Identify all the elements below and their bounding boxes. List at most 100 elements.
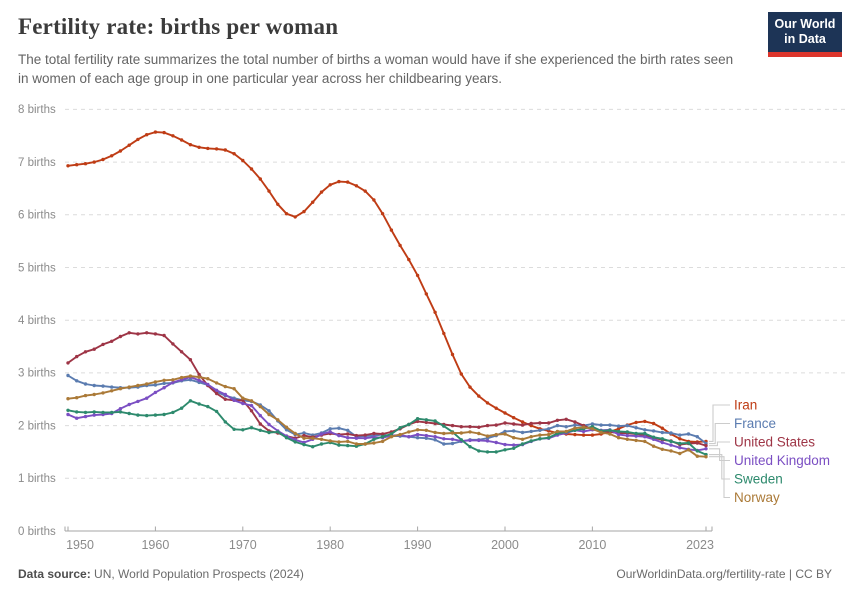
data-point: [145, 331, 149, 335]
data-point: [643, 439, 647, 444]
data-point: [162, 333, 166, 338]
data-point: [75, 379, 79, 383]
data-point: [75, 410, 79, 414]
data-point: [372, 198, 376, 202]
data-point: [75, 354, 79, 359]
data-point: [695, 454, 699, 458]
data-point: [704, 455, 708, 459]
data-source-value: UN, World Population Prospects (2024): [90, 567, 304, 581]
legend-label-sweden[interactable]: Sweden: [734, 472, 783, 487]
data-point: [616, 424, 621, 428]
data-point: [337, 443, 341, 447]
data-point: [249, 409, 254, 413]
data-point: [424, 428, 428, 432]
data-point: [232, 387, 236, 391]
data-point: [101, 410, 105, 415]
data-point: [363, 433, 367, 437]
data-point: [389, 432, 394, 436]
data-point: [110, 410, 114, 415]
data-point: [686, 441, 691, 445]
data-point: [477, 425, 481, 429]
data-point: [83, 393, 88, 398]
data-point: [442, 424, 446, 428]
legend-connector-iran: [709, 404, 730, 442]
data-point: [66, 164, 70, 168]
data-point: [634, 426, 638, 430]
data-point: [179, 138, 184, 142]
data-point: [162, 130, 166, 135]
data-point: [267, 422, 271, 427]
data-point: [118, 334, 123, 339]
data-point: [188, 143, 193, 147]
y-tick-label-8: 8 births: [18, 104, 56, 116]
data-point: [450, 437, 455, 441]
data-point: [380, 212, 385, 216]
data-point: [616, 436, 621, 440]
data-point: [547, 427, 551, 431]
legend-label-united-states[interactable]: United States: [734, 435, 815, 450]
data-point: [258, 413, 262, 418]
x-tick-label-1950: 1950: [66, 538, 94, 552]
legend-label-iran[interactable]: Iran: [734, 398, 757, 413]
data-point: [442, 431, 446, 436]
data-point: [319, 437, 324, 441]
data-point: [459, 438, 463, 442]
data-point: [223, 420, 227, 424]
series-line-iran[interactable]: [67, 131, 707, 443]
data-point: [232, 152, 236, 156]
data-point: [450, 423, 455, 428]
legend-label-united-kingdom[interactable]: United Kingdom: [734, 453, 830, 468]
data-point: [433, 310, 437, 314]
data-point: [660, 430, 664, 435]
owid-logo-line2: in Data: [784, 32, 826, 46]
data-point: [599, 430, 603, 435]
data-point: [485, 401, 490, 405]
data-point: [162, 381, 166, 386]
data-point: [459, 431, 463, 435]
data-source-label: Data source:: [18, 567, 91, 581]
data-point: [83, 410, 88, 415]
data-point: [555, 418, 560, 422]
data-point: [153, 380, 158, 384]
data-point: [415, 436, 420, 440]
x-tick-label-2000: 2000: [491, 538, 519, 552]
owid-logo[interactable]: Our World in Data: [768, 12, 842, 57]
x-tick-label-2010: 2010: [578, 538, 606, 552]
data-point: [223, 392, 227, 397]
legend-label-france[interactable]: France: [734, 416, 776, 431]
data-point: [66, 412, 70, 417]
data-point: [145, 133, 149, 137]
data-point: [188, 374, 193, 378]
data-point: [337, 179, 341, 184]
data-point: [450, 441, 455, 446]
series-line-sweden[interactable]: [67, 399, 707, 456]
series-markers-sweden: [66, 399, 708, 457]
data-point: [127, 143, 131, 147]
data-point: [547, 421, 551, 425]
data-point: [512, 443, 516, 447]
data-point: [346, 180, 350, 184]
data-point: [302, 209, 306, 214]
data-point: [634, 438, 638, 443]
data-point: [398, 426, 402, 430]
data-point: [415, 428, 420, 432]
data-point: [590, 422, 595, 426]
data-point: [206, 404, 210, 409]
data-point: [214, 147, 219, 151]
data-point: [625, 423, 629, 428]
data-point: [564, 417, 568, 421]
data-point: [276, 418, 280, 422]
y-tick-label-2: 2 births: [18, 420, 56, 432]
data-point: [389, 435, 394, 439]
license-link[interactable]: OurWorldinData.org/fertility-rate | CC B…: [616, 567, 832, 581]
data-point: [171, 134, 175, 138]
data-point: [162, 378, 166, 382]
legend-label-norway[interactable]: Norway: [734, 490, 780, 505]
data-point: [503, 448, 507, 452]
data-point: [424, 420, 428, 425]
data-point: [276, 430, 280, 434]
data-point: [153, 130, 158, 134]
data-point: [293, 431, 297, 436]
data-point: [328, 430, 332, 434]
data-point: [363, 442, 367, 446]
